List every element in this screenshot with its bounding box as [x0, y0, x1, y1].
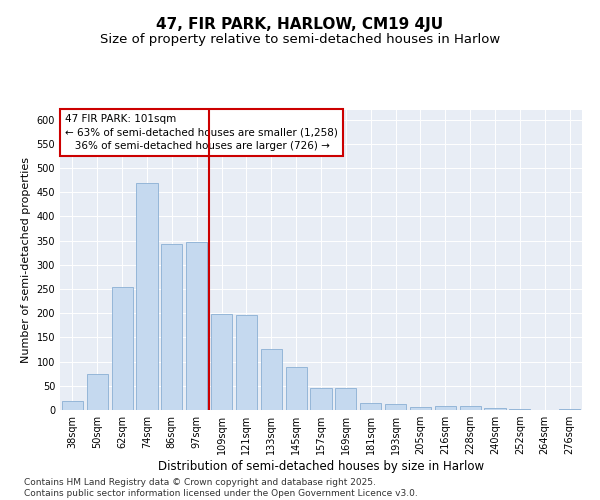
Bar — [310, 388, 332, 410]
Bar — [161, 244, 182, 410]
Bar — [62, 402, 83, 410]
Text: Size of property relative to semi-detached houses in Harlow: Size of property relative to semi-detach… — [100, 32, 500, 46]
Bar — [509, 409, 530, 410]
Bar — [136, 182, 158, 410]
Bar — [385, 404, 406, 410]
Bar — [559, 409, 580, 410]
Bar — [236, 315, 257, 410]
Bar — [435, 406, 456, 410]
Bar — [286, 368, 307, 410]
Text: 47 FIR PARK: 101sqm
← 63% of semi-detached houses are smaller (1,258)
   36% of : 47 FIR PARK: 101sqm ← 63% of semi-detach… — [65, 114, 338, 151]
Bar — [484, 408, 506, 410]
Text: Contains HM Land Registry data © Crown copyright and database right 2025.
Contai: Contains HM Land Registry data © Crown c… — [24, 478, 418, 498]
Bar — [261, 348, 282, 410]
Bar — [460, 406, 481, 410]
Bar — [360, 402, 381, 410]
Bar — [410, 407, 431, 410]
Text: 47, FIR PARK, HARLOW, CM19 4JU: 47, FIR PARK, HARLOW, CM19 4JU — [157, 18, 443, 32]
Bar — [87, 374, 108, 410]
X-axis label: Distribution of semi-detached houses by size in Harlow: Distribution of semi-detached houses by … — [158, 460, 484, 473]
Bar — [112, 286, 133, 410]
Bar — [186, 242, 207, 410]
Bar — [211, 314, 232, 410]
Y-axis label: Number of semi-detached properties: Number of semi-detached properties — [21, 157, 31, 363]
Bar — [335, 388, 356, 410]
